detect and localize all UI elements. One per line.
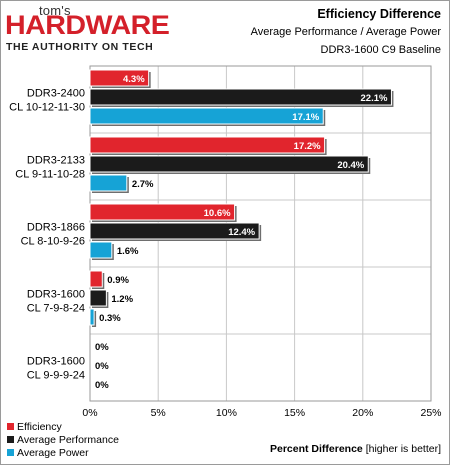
bar-average-power xyxy=(89,174,128,192)
x-tick-label: 5% xyxy=(151,407,166,419)
brand-toms: tom's xyxy=(39,3,71,18)
category-label: CL 10-12-11-30 xyxy=(9,102,85,114)
value-label-average-performance: 0% xyxy=(95,361,109,372)
value-label-average-power: 17.1% xyxy=(292,112,319,123)
category-label: CL 9-11-10-28 xyxy=(15,169,85,181)
value-label-average-performance: 22.1% xyxy=(361,93,388,104)
chart-subtitle: Average Performance / Average Power xyxy=(250,26,441,38)
category-label: DDR3-2400 xyxy=(27,88,85,100)
bar-average-performance xyxy=(89,289,107,307)
legend-label-efficiency: Efficiency xyxy=(17,421,62,433)
bar-efficiency xyxy=(89,136,326,154)
x-tick-label: 25% xyxy=(420,407,441,419)
value-label-average-performance: 12.4% xyxy=(228,227,255,238)
legend-label-average-power: Average Power xyxy=(17,447,89,459)
x-tick-label: 0% xyxy=(82,407,97,419)
bar-average-power xyxy=(89,308,95,326)
value-label-average-performance: 1.2% xyxy=(111,294,133,305)
x-tick-label: 10% xyxy=(216,407,237,419)
bar-average-performance xyxy=(89,155,369,173)
bar-average-power xyxy=(89,241,113,259)
bar-efficiency xyxy=(89,69,150,87)
value-label-average-performance: 20.4% xyxy=(337,160,364,171)
x-tick-label: 15% xyxy=(284,407,305,419)
category-label: CL 8-10-9-26 xyxy=(21,236,85,248)
value-label-efficiency: 4.3% xyxy=(123,74,145,85)
category-label: DDR3-1600 xyxy=(27,289,85,301)
x-tick-label: 20% xyxy=(352,407,373,419)
category-label: CL 7-9-8-24 xyxy=(27,303,85,315)
value-label-average-power: 0.3% xyxy=(99,313,121,324)
legend-item-average-power: Average Power xyxy=(7,447,89,459)
value-label-average-power: 0% xyxy=(95,380,109,391)
legend-swatch-average-performance xyxy=(7,436,14,443)
category-label: DDR3-1866 xyxy=(27,222,85,234)
value-label-average-power: 1.6% xyxy=(117,246,139,257)
bar-average-performance xyxy=(89,88,392,106)
legend-item-efficiency: Efficiency xyxy=(7,421,62,433)
x-axis-title: Percent Difference [higher is better] xyxy=(270,443,441,455)
bar-efficiency xyxy=(89,203,236,221)
legend-swatch-efficiency xyxy=(7,423,14,430)
category-label: CL 9-9-9-24 xyxy=(27,370,85,382)
legend-label-average-performance: Average Performance xyxy=(17,434,119,446)
legend-swatch-average-power xyxy=(7,449,14,456)
chart-baseline-note: DDR3-1600 C9 Baseline xyxy=(320,44,441,56)
category-label: DDR3-2133 xyxy=(27,155,85,167)
x-axis-note: [higher is better] xyxy=(365,443,441,455)
bar-efficiency xyxy=(89,270,103,288)
category-label: DDR3-1600 xyxy=(27,356,85,368)
bar-average-power xyxy=(89,107,324,125)
value-label-average-power: 2.7% xyxy=(132,179,154,190)
value-label-efficiency: 17.2% xyxy=(294,141,321,152)
brand-logo: HARDWARE xyxy=(5,10,170,40)
brand-tagline: THE AUTHORITY ON TECH xyxy=(6,41,154,53)
bar-average-performance xyxy=(89,222,260,240)
x-axis-label: Percent Difference xyxy=(269,443,363,455)
chart-title: Efficiency Difference xyxy=(317,7,441,21)
value-label-efficiency: 10.6% xyxy=(204,208,231,219)
legend-item-average-performance: Average Performance xyxy=(7,434,119,446)
value-label-efficiency: 0% xyxy=(95,342,109,353)
value-label-efficiency: 0.9% xyxy=(107,275,129,286)
